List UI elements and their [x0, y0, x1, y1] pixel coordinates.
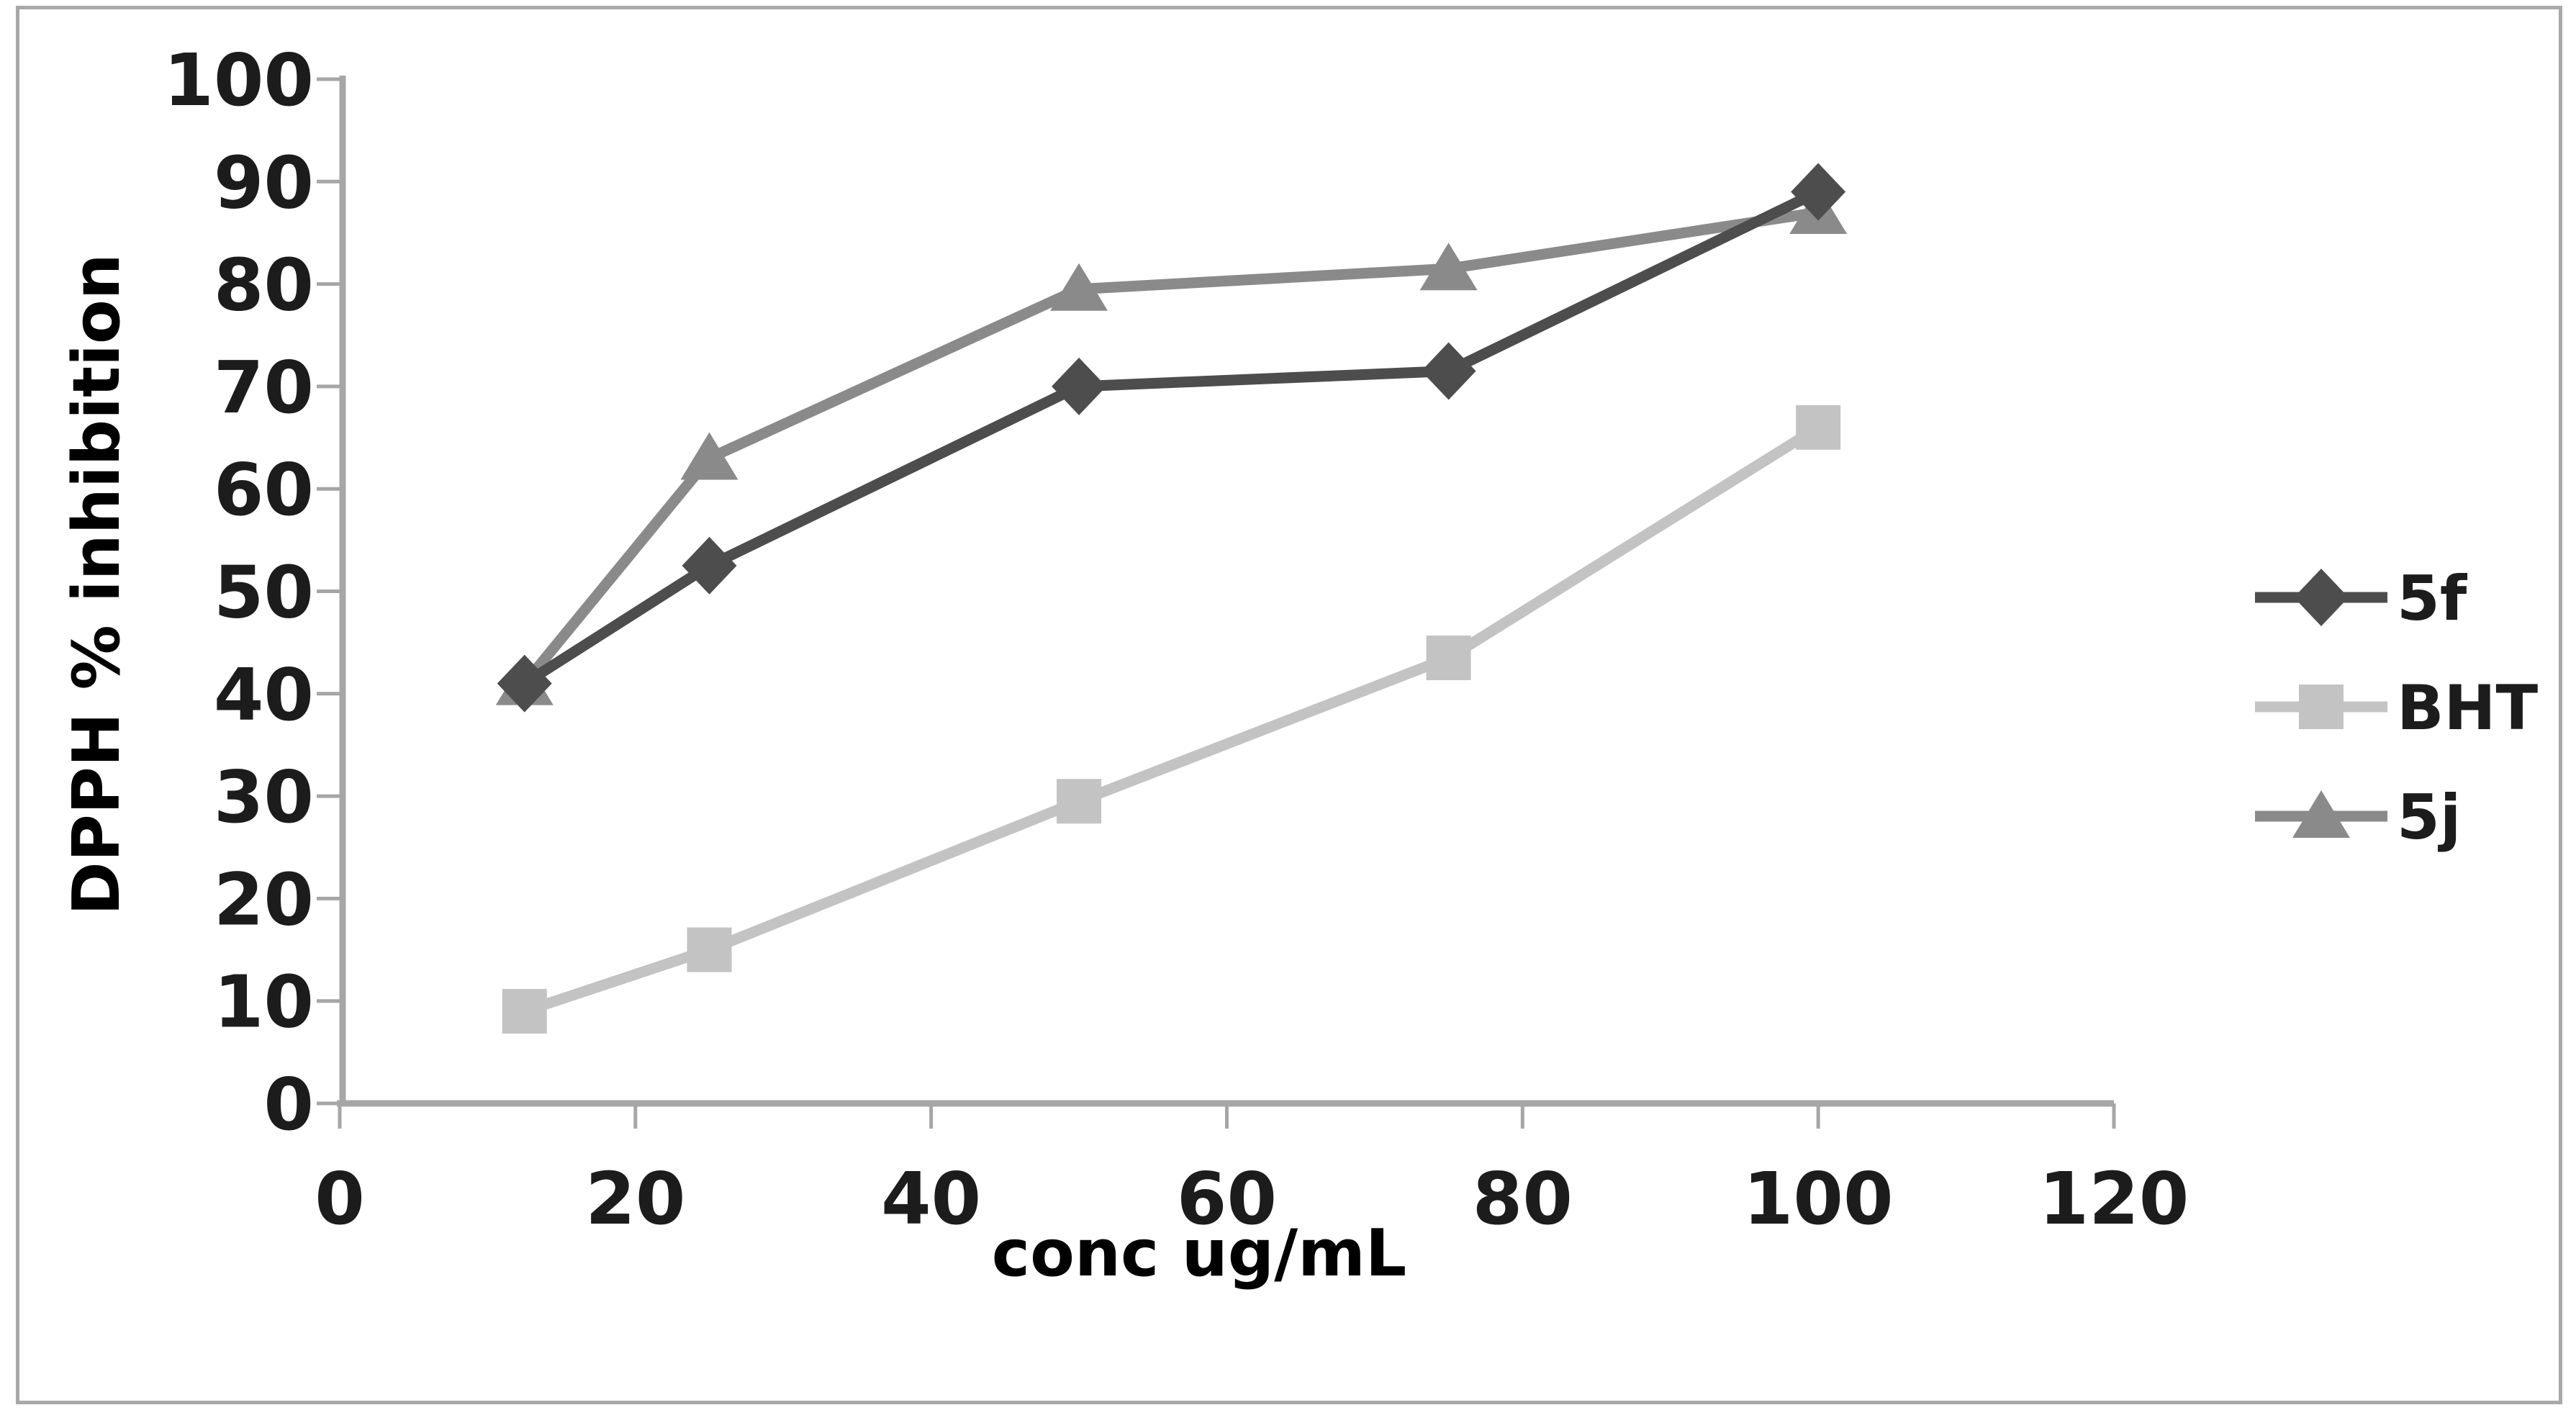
legend-diamond-icon [2294, 569, 2349, 626]
y-tick-label: 100 [163, 38, 314, 122]
series-BHT-marker [687, 927, 732, 972]
series-5j-marker [1050, 263, 1108, 311]
y-tick-label: 70 [214, 345, 314, 430]
x-tick-label: 40 [881, 1157, 981, 1241]
y-tick-label: 10 [214, 960, 314, 1044]
series-BHT-marker [1796, 405, 1841, 450]
series-BHT-marker [502, 988, 547, 1034]
x-tick-label: 60 [1177, 1157, 1277, 1241]
x-tick-label: 120 [2039, 1157, 2189, 1241]
x-tick-label: 100 [1743, 1157, 1894, 1241]
x-tick-label: 80 [1473, 1157, 1573, 1241]
series-5j-marker [1419, 243, 1478, 291]
y-tick-label: 20 [214, 857, 314, 941]
series-5f-marker [497, 654, 552, 713]
legend-item-5j: 5j [2255, 782, 2461, 854]
x-tick-label: 20 [585, 1157, 685, 1241]
legend-layer: 5f BHT 5j [2255, 563, 2539, 854]
legend-square-icon [2299, 685, 2344, 729]
series-5f-marker [1421, 342, 1476, 400]
legend-triangle-icon [2292, 790, 2350, 838]
series-BHT-marker [1426, 635, 1471, 680]
series-5f-marker [1791, 163, 1846, 221]
series-5f-marker [1052, 357, 1107, 415]
y-tick-label: 90 [214, 140, 314, 225]
series-5f [497, 163, 1846, 713]
series-BHT-line [519, 422, 1824, 1017]
legend-item-BHT: BHT [2255, 672, 2539, 744]
y-tick-label: 40 [214, 653, 314, 737]
y-axis-title: DPPH % inhibition [59, 253, 135, 916]
legend-label: BHT [2397, 672, 2539, 744]
series-BHT-marker [1057, 779, 1102, 824]
legend-item-5f: 5f [2255, 563, 2468, 635]
series-5j-marker [680, 432, 738, 480]
series-5f-line [519, 186, 1824, 690]
series-5f-marker [682, 536, 737, 595]
series-BHT [502, 405, 1841, 1034]
y-tick-label: 60 [214, 448, 314, 532]
series-layer [495, 163, 1848, 1034]
series-5j [495, 186, 1848, 705]
y-tick-label: 50 [214, 551, 314, 635]
figure-border [16, 6, 2562, 1404]
y-tick-label: 0 [263, 1062, 314, 1147]
legend-label: 5j [2397, 782, 2461, 854]
x-tick-label: 0 [315, 1157, 365, 1241]
y-tick-label: 30 [214, 755, 314, 839]
x-axis-title: conc ug/mL [992, 1216, 1406, 1291]
legend-label: 5f [2397, 563, 2468, 635]
y-tick-label: 80 [214, 243, 314, 327]
axes-layer: 0 10 20 30 40 50 60 70 80 90 100 0 20 40 60 80 100 120 [163, 38, 2189, 1241]
